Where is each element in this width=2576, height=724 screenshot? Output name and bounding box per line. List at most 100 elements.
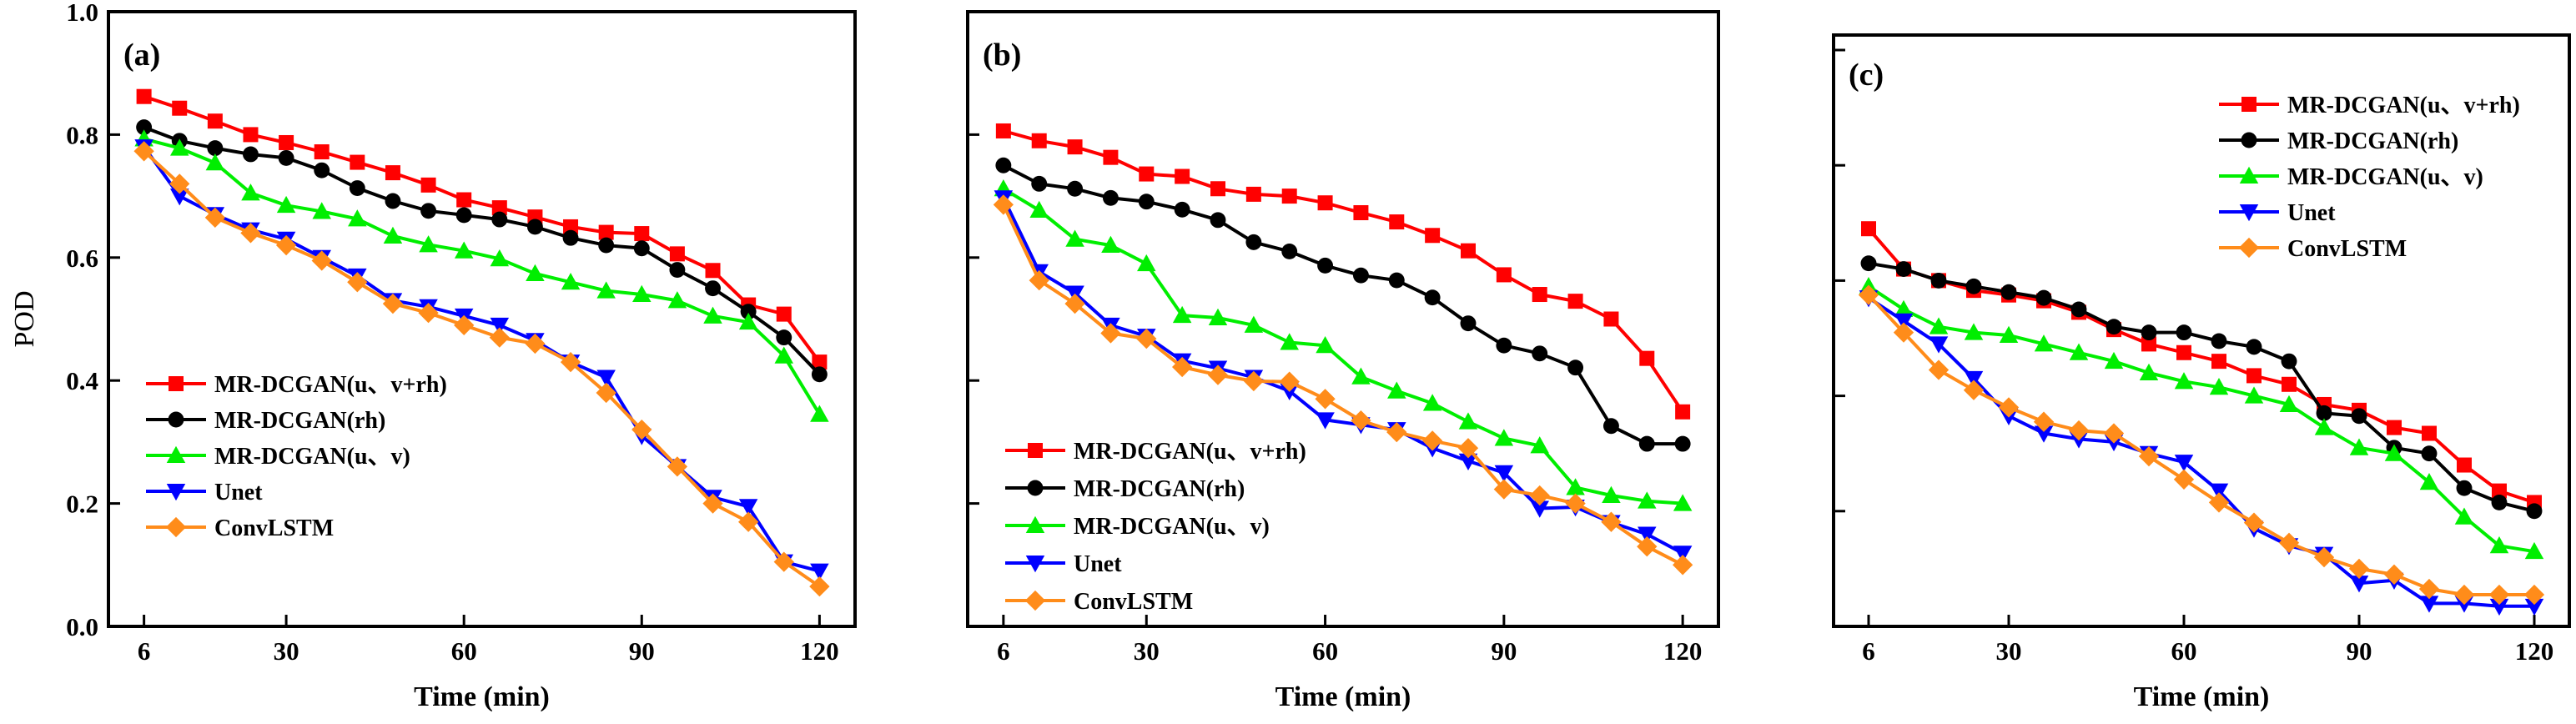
data-point xyxy=(703,306,722,324)
data-point xyxy=(2421,445,2438,462)
data-point xyxy=(2422,425,2437,441)
data-point xyxy=(1567,294,1583,309)
data-point xyxy=(278,149,294,166)
data-point xyxy=(243,127,259,143)
data-point xyxy=(240,223,261,244)
data-point xyxy=(2349,438,2369,455)
data-point xyxy=(702,493,723,514)
data-point xyxy=(312,202,331,219)
legend-marker xyxy=(2241,132,2257,148)
data-point xyxy=(2034,334,2054,352)
data-point xyxy=(2174,372,2194,390)
data-point xyxy=(418,302,439,324)
chart-panel-1: 6 30 60 90 120 0.0 0.2 0.4 0.6 0.8 1.0 Time (min) PO… xyxy=(9,0,857,712)
data-point xyxy=(2174,455,2194,472)
data-point xyxy=(773,551,794,572)
legend-marker xyxy=(165,516,187,538)
data-point xyxy=(2524,598,2544,616)
data-point xyxy=(1638,435,1655,452)
data-point xyxy=(1316,335,1335,354)
data-point xyxy=(456,192,472,208)
data-point xyxy=(2208,492,2230,513)
data-point xyxy=(1860,255,1877,272)
data-point xyxy=(1929,317,1949,334)
legend-marker xyxy=(1025,556,1045,573)
data-point xyxy=(2491,494,2508,510)
data-point xyxy=(596,370,616,387)
legend: MR-DCGAN(u、v+rh) MR-DCGAN(rh) MR-DCGAN(u、v… xyxy=(146,372,447,541)
data-point xyxy=(526,264,545,281)
data-point xyxy=(1351,367,1371,385)
x-axis-title: Time (min) xyxy=(414,681,550,712)
data-point xyxy=(420,203,437,219)
data-point xyxy=(1280,333,1299,350)
legend: MR-DCGAN(u、v+rh) MR-DCGAN(rh) MR-DCGAN(u、v… xyxy=(2219,93,2520,262)
data-point xyxy=(2243,512,2265,533)
data-point xyxy=(1207,365,1229,385)
x-tick-label: 120 xyxy=(800,636,839,666)
data-point xyxy=(1172,305,1192,324)
data-point xyxy=(2489,598,2509,616)
data-point xyxy=(1031,175,1048,192)
data-point xyxy=(1424,289,1441,306)
y-axis-title: POD xyxy=(9,290,40,347)
data-point xyxy=(420,177,436,193)
legend-marker xyxy=(1028,443,1043,458)
x-tick-label: 60 xyxy=(2171,636,2197,666)
y-tick-label: 0.0 xyxy=(66,612,98,641)
data-point xyxy=(1387,381,1406,399)
legend-label: MR-DCGAN(u、v) xyxy=(2287,164,2483,190)
x-tick-label: 120 xyxy=(2515,636,2554,666)
plot-frame xyxy=(1832,33,2571,628)
data-point xyxy=(1675,404,1691,420)
data-point xyxy=(1281,189,1297,204)
data-point xyxy=(311,250,332,271)
data-point xyxy=(2384,444,2404,461)
data-point xyxy=(1067,180,1084,197)
data-point xyxy=(207,140,224,157)
legend-label: Unet xyxy=(2287,200,2336,226)
data-point xyxy=(279,134,294,150)
data-point xyxy=(1171,356,1193,378)
data-point xyxy=(1280,383,1299,400)
x-tick-label: 6 xyxy=(138,636,151,666)
data-point xyxy=(2000,284,2017,300)
data-point xyxy=(1673,546,1693,563)
x-tick-label: 30 xyxy=(274,636,299,666)
data-point xyxy=(1317,257,1334,274)
data-point xyxy=(204,207,226,229)
data-point xyxy=(1388,272,1405,289)
data-point xyxy=(1930,272,1947,289)
data-point xyxy=(1928,359,1950,380)
data-point xyxy=(1245,186,1261,202)
data-point xyxy=(207,113,223,129)
data-point xyxy=(596,382,616,404)
data-point xyxy=(2104,351,2124,370)
data-point xyxy=(1315,389,1336,410)
series-5 xyxy=(133,141,830,597)
data-point xyxy=(1637,536,1658,557)
data-point xyxy=(2069,343,2089,360)
data-point xyxy=(526,219,543,235)
data-point xyxy=(631,420,652,440)
data-point xyxy=(1029,269,1049,291)
data-point xyxy=(169,189,189,206)
data-point xyxy=(136,119,153,136)
data-point xyxy=(810,405,829,422)
data-point xyxy=(2457,457,2472,473)
data-point xyxy=(1894,313,1914,331)
data-point xyxy=(2103,423,2125,444)
legend-label: MR-DCGAN(u、v+rh) xyxy=(2287,93,2520,118)
data-point xyxy=(560,351,581,373)
data-point xyxy=(2070,301,2087,318)
data-point xyxy=(2351,408,2367,425)
data-point xyxy=(1567,359,1584,376)
data-point xyxy=(776,329,792,346)
legend: MR-DCGAN(u、v+rh) MR-DCGAN(rh) MR-DCGAN(u、v… xyxy=(1005,439,1306,615)
data-point xyxy=(525,333,546,354)
x-tick-label: 30 xyxy=(1134,636,1160,666)
data-point xyxy=(2211,354,2226,370)
data-point xyxy=(2279,395,2299,412)
